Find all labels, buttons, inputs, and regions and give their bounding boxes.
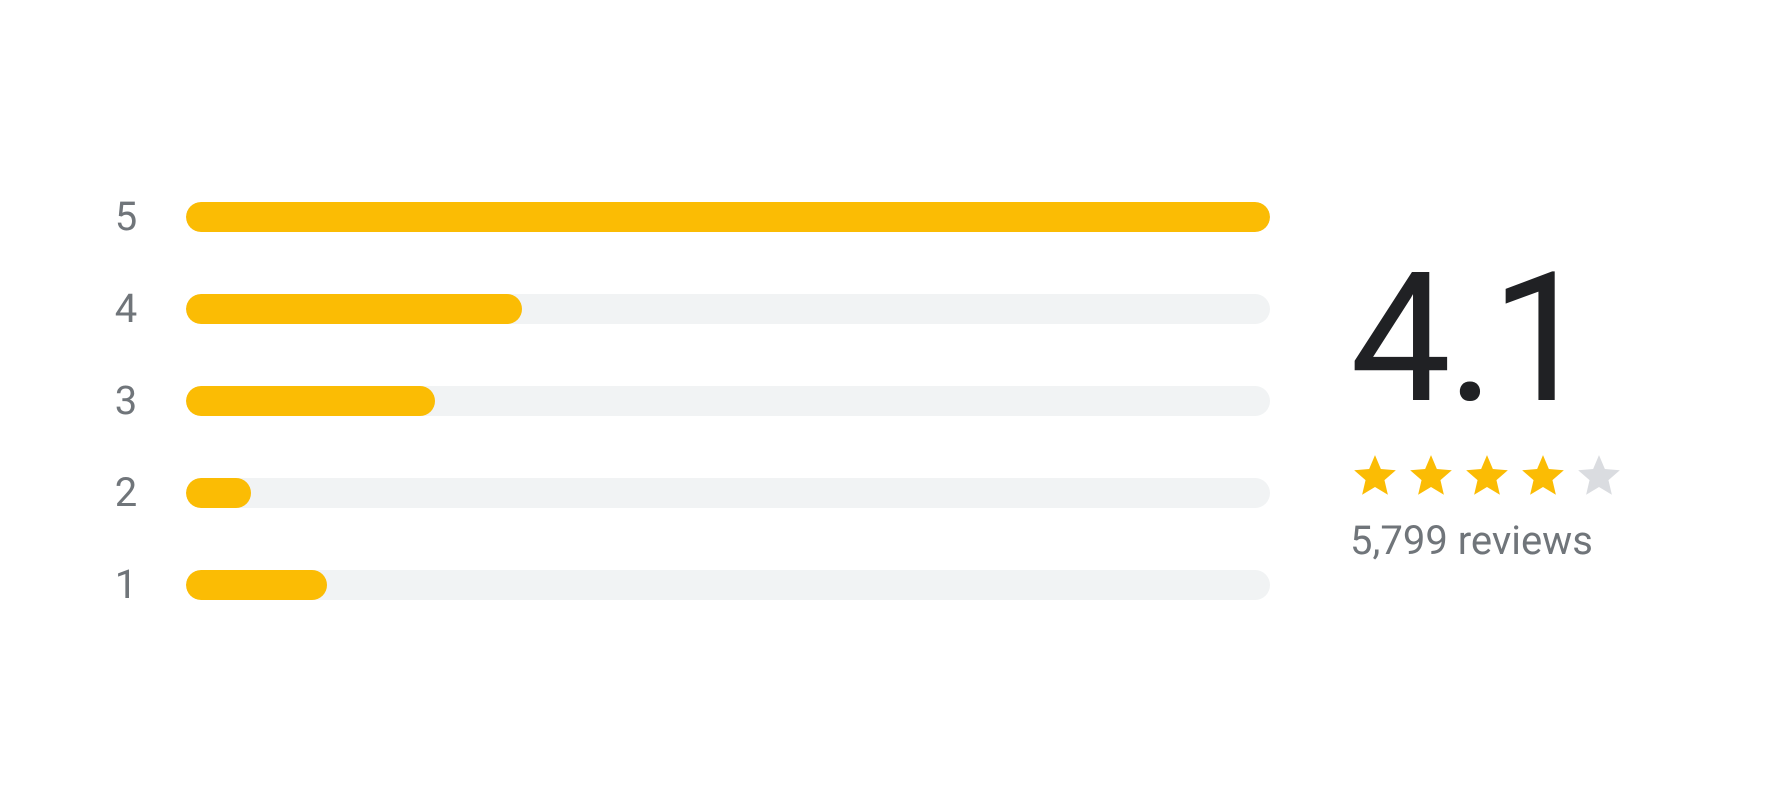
rating-row-label: 1 xyxy=(110,565,142,605)
rating-breakdown: 5 4 3 2 1 xyxy=(110,197,1270,605)
star-icon xyxy=(1574,451,1624,501)
rating-bar-fill xyxy=(186,294,522,324)
rating-bar-track xyxy=(186,294,1270,324)
rating-bar-fill xyxy=(186,570,327,600)
rating-bar-track xyxy=(186,386,1270,416)
rating-bar-fill xyxy=(186,478,251,508)
rating-row-label: 5 xyxy=(110,197,142,237)
rating-row-4[interactable]: 4 xyxy=(110,289,1270,329)
rating-bar-track xyxy=(186,478,1270,508)
rating-summary-widget: 5 4 3 2 1 xyxy=(0,0,1780,802)
rating-summary: 4.1 5,799 reviews xyxy=(1350,239,1710,564)
rating-row-5[interactable]: 5 xyxy=(110,197,1270,237)
star-row xyxy=(1350,451,1624,501)
star-icon xyxy=(1406,451,1456,501)
star-icon xyxy=(1462,451,1512,501)
rating-bar-fill xyxy=(186,386,435,416)
rating-row-3[interactable]: 3 xyxy=(110,381,1270,421)
star-icon xyxy=(1518,451,1568,501)
rating-bar-track xyxy=(186,570,1270,600)
rating-row-2[interactable]: 2 xyxy=(110,473,1270,513)
rating-row-1[interactable]: 1 xyxy=(110,565,1270,605)
rating-bar-track xyxy=(186,202,1270,232)
reviews-count[interactable]: 5,799 reviews xyxy=(1350,517,1593,564)
rating-row-label: 2 xyxy=(110,473,142,513)
overall-score: 4.1 xyxy=(1350,249,1588,429)
rating-bar-fill xyxy=(186,202,1270,232)
rating-row-label: 3 xyxy=(110,381,142,421)
star-icon xyxy=(1350,451,1400,501)
rating-row-label: 4 xyxy=(110,289,142,329)
